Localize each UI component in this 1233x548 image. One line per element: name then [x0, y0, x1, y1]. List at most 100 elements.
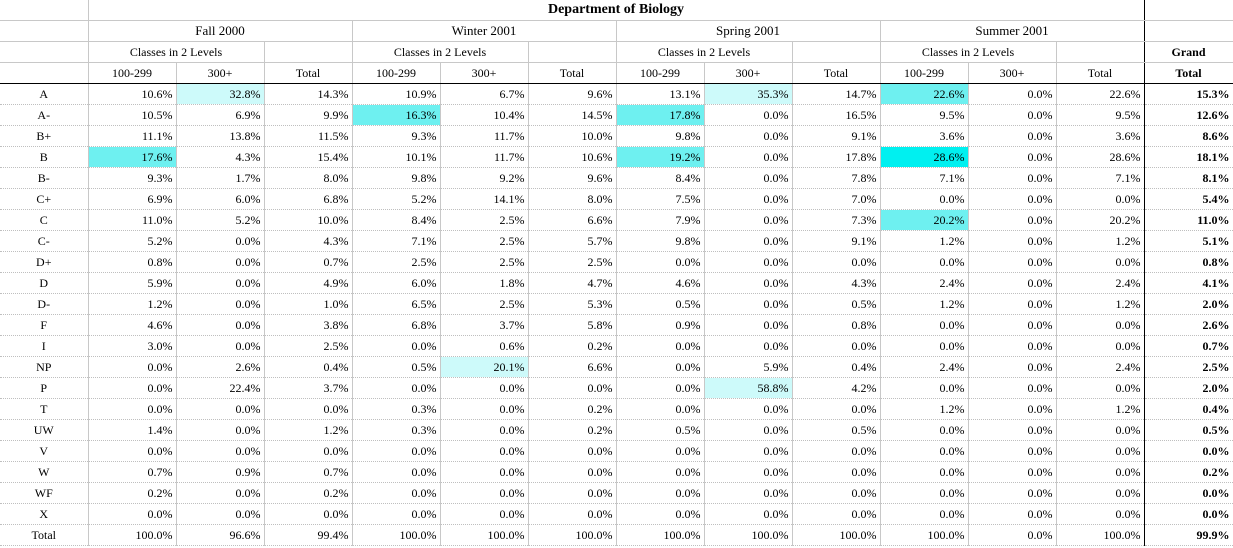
value-cell: 2.4% [1056, 356, 1145, 378]
value-cell: 0.0% [704, 314, 793, 336]
value-cell: 3.7% [440, 314, 529, 336]
value-cell: 0.2% [528, 398, 617, 420]
value-cell: 0.0% [352, 377, 441, 399]
value-cell: 4.3% [176, 146, 265, 168]
row-label: C- [0, 230, 89, 252]
value-cell: 5.3% [528, 293, 617, 315]
value-cell: 0.0% [87, 356, 177, 378]
value-cell: 9.8% [352, 167, 441, 189]
grand-total-cell: 8.1% [1144, 167, 1233, 189]
value-cell: 10.6% [528, 146, 617, 168]
value-cell: 1.2% [1056, 293, 1145, 315]
row-label: A- [0, 104, 89, 126]
grand-total-cell: 2.0% [1144, 293, 1233, 315]
value-cell: 0.0% [704, 440, 793, 462]
grand-total-cell: 5.1% [1144, 230, 1233, 252]
value-cell: 0.0% [880, 314, 969, 336]
value-cell: 0.0% [704, 230, 793, 252]
value-cell: 1.2% [880, 293, 969, 315]
value-cell: 0.4% [264, 356, 353, 378]
value-cell: 0.0% [968, 167, 1057, 189]
value-cell: 0.0% [704, 503, 793, 525]
value-cell: 99.4% [264, 524, 353, 546]
value-cell: 0.0% [880, 251, 969, 273]
value-cell: 0.0% [792, 461, 881, 483]
grand-total-cell: 0.2% [1144, 461, 1233, 483]
grand-total-cell: 0.8% [1144, 251, 1233, 273]
table-row: D+ 0.8% 0.0% 0.7% 2.5% 2.5% 2.5% 0.0% 0.0% 0.0% 0.… [0, 251, 1233, 273]
value-cell: 7.0% [792, 188, 881, 210]
grand-total-cell: 0.5% [1144, 419, 1233, 441]
value-cell: 0.0% [968, 83, 1057, 105]
value-cell: 4.3% [264, 230, 353, 252]
value-cell: 0.0% [968, 482, 1057, 504]
value-cell: 2.5% [440, 209, 529, 231]
grand-total-cell: 0.7% [1144, 335, 1233, 357]
value-cell: 0.0% [968, 209, 1057, 231]
value-cell: 0.0% [704, 482, 793, 504]
value-cell: 10.6% [87, 83, 177, 105]
value-cell: 6.9% [87, 188, 177, 210]
grand-total-cell: 4.1% [1144, 272, 1233, 294]
value-cell: 0.0% [1056, 188, 1145, 210]
value-cell: 0.0% [440, 461, 529, 483]
value-cell: 100.0% [440, 524, 529, 546]
value-cell: 5.8% [528, 314, 617, 336]
value-cell: 0.0% [528, 440, 617, 462]
table-title: Department of Biology [87, 0, 1145, 21]
value-cell: 2.5% [440, 251, 529, 273]
value-cell: 0.3% [352, 398, 441, 420]
value-cell: 0.0% [968, 125, 1057, 147]
value-cell: 0.0% [176, 398, 265, 420]
value-cell: 0.5% [616, 419, 705, 441]
value-cell: 0.0% [968, 356, 1057, 378]
value-cell: 0.0% [440, 482, 529, 504]
value-cell: 0.3% [352, 419, 441, 441]
col-header-total: Total [264, 62, 353, 84]
table-row: D- 1.2% 0.0% 1.0% 6.5% 2.5% 5.3% 0.5% 0.0% 0.5% 1.… [0, 293, 1233, 315]
value-cell: 1.2% [1056, 398, 1145, 420]
row-label: NP [0, 356, 89, 378]
value-cell: 4.3% [792, 272, 881, 294]
table-row: C 11.0% 5.2% 10.0% 8.4% 2.5% 6.6% 7.9% 0.0% 7.3% 2… [0, 209, 1233, 231]
value-cell: 0.0% [792, 398, 881, 420]
row-label: C [0, 209, 89, 231]
value-cell: 9.2% [440, 167, 529, 189]
value-cell: 0.0% [176, 230, 265, 252]
row-label: B [0, 146, 89, 168]
table-row: D 5.9% 0.0% 4.9% 6.0% 1.8% 4.7% 4.6% 0.0% 4.3% 2.4… [0, 272, 1233, 294]
value-cell: 0.0% [176, 272, 265, 294]
value-cell: 10.9% [352, 83, 441, 105]
value-cell: 0.0% [440, 440, 529, 462]
value-cell: 15.4% [264, 146, 353, 168]
col-header-upper: 300+ [704, 62, 793, 84]
value-cell: 0.0% [968, 377, 1057, 399]
value-cell: 1.2% [264, 419, 353, 441]
value-cell: 0.5% [616, 293, 705, 315]
value-cell: 6.5% [352, 293, 441, 315]
value-cell: 0.0% [528, 377, 617, 399]
row-label: W [0, 461, 89, 483]
value-cell: 28.6% [1056, 146, 1145, 168]
value-cell: 9.8% [616, 125, 705, 147]
value-cell: 8.0% [264, 167, 353, 189]
value-cell: 4.2% [792, 377, 881, 399]
value-cell: 0.0% [704, 104, 793, 126]
value-cell: 0.0% [528, 482, 617, 504]
value-cell: 0.0% [704, 419, 793, 441]
row-label: T [0, 398, 89, 420]
value-cell: 0.7% [264, 251, 353, 273]
value-cell: 0.0% [792, 503, 881, 525]
grand-total-cell: 5.4% [1144, 188, 1233, 210]
value-cell: 0.0% [704, 188, 793, 210]
value-cell: 0.0% [440, 377, 529, 399]
value-cell: 6.8% [264, 188, 353, 210]
value-cell: 0.0% [792, 251, 881, 273]
value-cell: 2.5% [440, 293, 529, 315]
col-header-lower: 100-299 [616, 62, 705, 84]
value-cell: 0.2% [87, 482, 177, 504]
value-cell: 0.0% [528, 461, 617, 483]
value-cell: 0.0% [176, 440, 265, 462]
value-cell: 100.0% [880, 524, 969, 546]
